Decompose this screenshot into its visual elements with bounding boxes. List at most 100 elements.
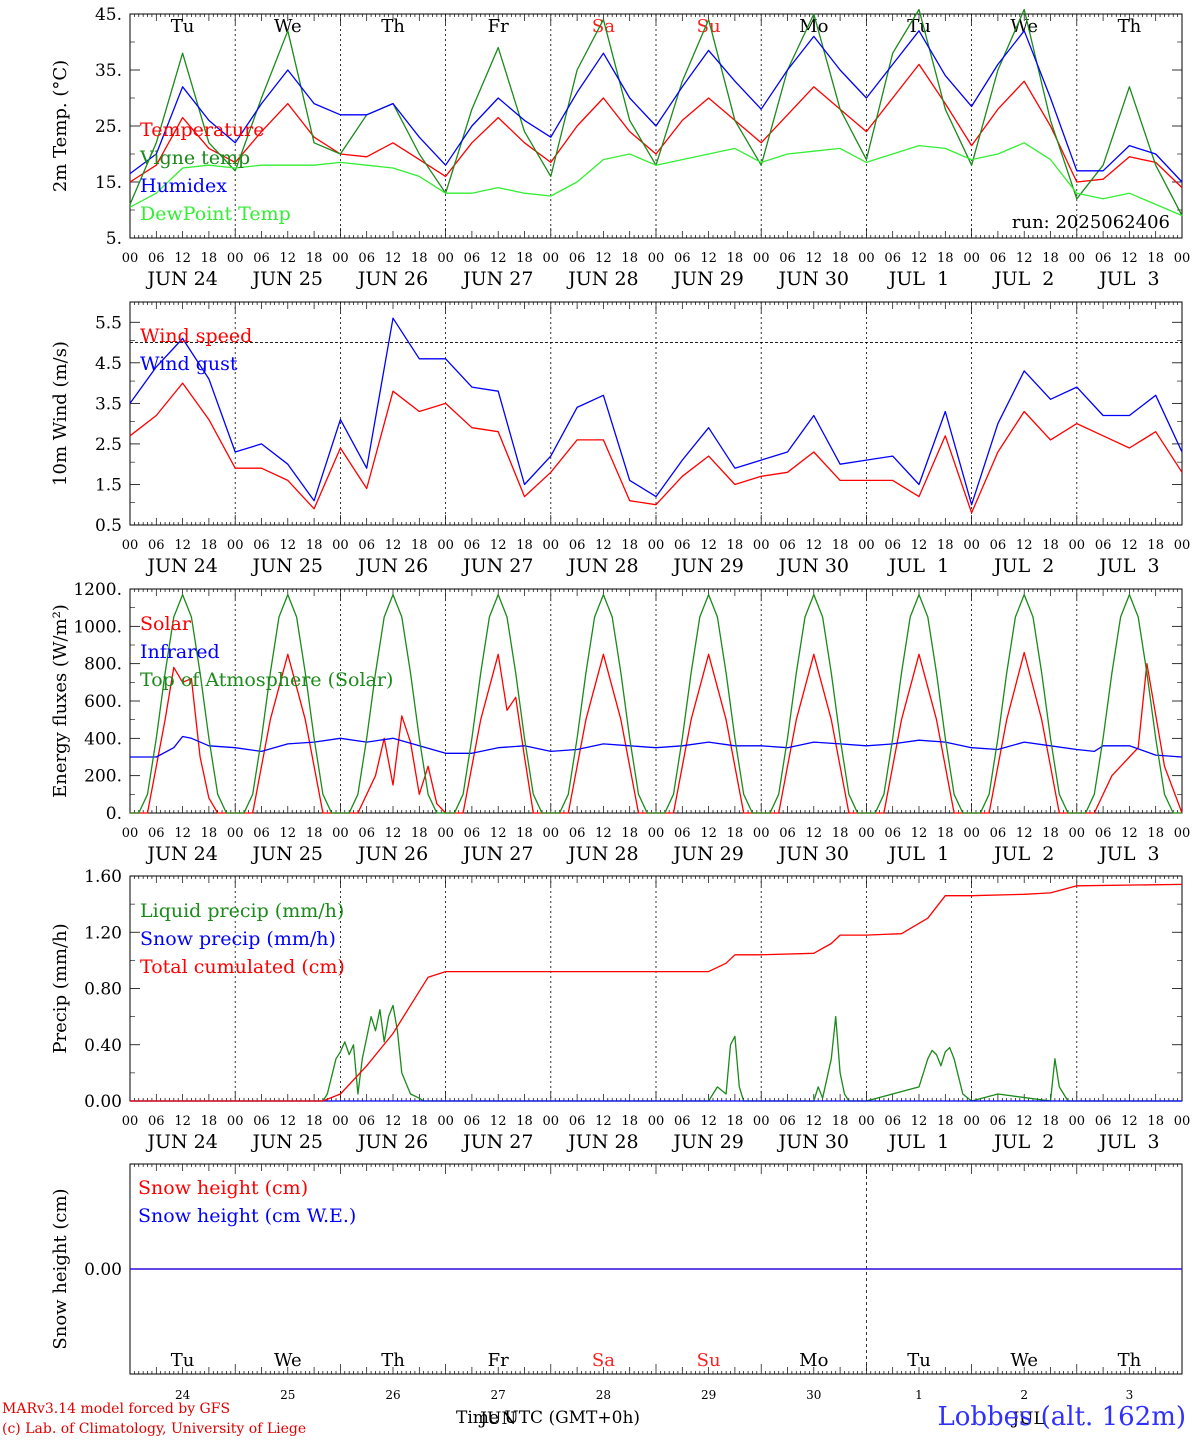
panel-2-hour-label: 06 (358, 538, 375, 553)
panel-4-date-label: JUL 1 (887, 1131, 949, 1153)
panel-4-hour-label: 00 (753, 1114, 770, 1129)
panel-5-legend-2: Snow height (cm W.E.) (138, 1205, 356, 1227)
panel-3-date-label: JUL 2 (992, 843, 1054, 865)
panel-1-hour-label: 06 (1095, 251, 1112, 266)
panel-1-hour-label: 12 (595, 251, 612, 266)
panel-2-date-label: JUL 1 (887, 555, 949, 577)
panel-2-hour-label: 06 (779, 538, 796, 553)
panel-3-hour-label: 06 (990, 826, 1007, 841)
panel-3-hour-label: 12 (174, 826, 191, 841)
panel-2-date-label: JUL 2 (992, 555, 1054, 577)
panel-4-hour-label: 06 (674, 1114, 691, 1129)
panel-3-date-label: JUN 30 (777, 843, 849, 865)
panel-4-series-line-1 (130, 1004, 1182, 1102)
panel-4-date-label: JUN 29 (671, 1131, 743, 1153)
panel-3-legend-2: Infrared (140, 641, 220, 663)
panel-3-y-tick-label: 0. (106, 804, 122, 824)
panel-4-y-tick-label: 1.20 (84, 923, 122, 943)
panel-1-hour-label: 06 (990, 251, 1007, 266)
panel-3-y-tick-label: 600. (84, 692, 122, 712)
panel-5-day-number: 25 (280, 1388, 295, 1402)
panel-5-day-number: 24 (175, 1388, 191, 1402)
panel-3-hour-label: 12 (806, 826, 823, 841)
panel-5-y-tick-label: 0.00 (84, 1260, 122, 1280)
panel-2-series-line-2 (129, 317, 1183, 506)
panel-4-hour-label: 18 (1147, 1114, 1164, 1129)
panel-4-hour-label: 00 (332, 1114, 349, 1129)
panel-5-weekday-label: Sa (592, 1350, 615, 1371)
panel-5-day-number: 30 (806, 1388, 821, 1402)
panel-4-hour-label: 18 (201, 1114, 218, 1129)
panel-1-hour-label: 06 (148, 251, 165, 266)
panel-5-legend-1: Snow height (cm) (138, 1177, 308, 1199)
panel-2-hour-label: 00 (332, 538, 349, 553)
panel-2-y-tick-label: 3.5 (95, 394, 122, 414)
panel-1-weekday-label: Mo (799, 16, 828, 37)
panel-4-hour-label: 18 (1042, 1114, 1059, 1129)
panel-3-hour-label: 06 (674, 826, 691, 841)
panel-5-day-number: 26 (385, 1388, 400, 1402)
panel-4-hour-label: 06 (884, 1114, 901, 1129)
panel-5-weekday-label: Mo (799, 1350, 828, 1371)
panel-2-date-label: JUN 24 (145, 555, 217, 577)
panel-1-weekday-label: We (274, 16, 302, 37)
panel-3-legend-1: Solar (140, 613, 192, 635)
panel-4-series-line-3 (130, 883, 1183, 1102)
panel-3-hour-label: 00 (122, 826, 139, 841)
panel-5-weekday-label: Fr (488, 1350, 509, 1371)
panel-2-hour-label: 18 (201, 538, 218, 553)
panel-2-date-label: JUN 30 (777, 555, 849, 577)
panel-3-hour-label: 18 (621, 826, 638, 841)
panel-4-hour-label: 12 (700, 1114, 717, 1129)
panel-4-date-label: JUN 26 (356, 1131, 428, 1153)
panel-4-date-label: JUN 28 (566, 1131, 638, 1153)
credit-line-2: (c) Lab. of Climatology, University of L… (2, 1421, 307, 1437)
panel-1-y-tick-label: 45. (95, 5, 122, 25)
panel-4-date-label: JUL 3 (1097, 1131, 1159, 1153)
panel-1-hour-label: 06 (253, 251, 270, 266)
panel-2-hour-label: 18 (1147, 538, 1164, 553)
panel-3-date-label: JUN 27 (461, 843, 533, 865)
panel-4-hour-label: 00 (648, 1114, 665, 1129)
panel-4-legend-2: Snow precip (mm/h) (140, 928, 336, 950)
panel-1-date-label: JUN 28 (566, 268, 638, 290)
panel-5-weekday-label: We (1010, 1350, 1038, 1371)
panel-4-hour-label: 00 (437, 1114, 454, 1129)
panel-1-hour-label: 12 (911, 251, 928, 266)
panel-2-series-line-1 (129, 382, 1183, 514)
panel-1-hour-label: 18 (201, 251, 218, 266)
panel-5-day-number: 27 (491, 1388, 506, 1402)
panel-3-hour-label: 12 (700, 826, 717, 841)
panel-2-hour-label: 00 (437, 538, 454, 553)
panel-3-series-line-1 (130, 651, 1183, 814)
panel-1-hour-label: 12 (280, 251, 297, 266)
panel-2-hour-label: 00 (227, 538, 244, 553)
panel-3-hour-label: 18 (411, 826, 428, 841)
panel-1-hour-label: 00 (963, 251, 980, 266)
panel-3-date-label: JUL 1 (887, 843, 949, 865)
panel-2-hour-label: 00 (1174, 538, 1191, 553)
panel-3-date-label: JUN 28 (566, 843, 638, 865)
panel-4-hour-label: 06 (779, 1114, 796, 1129)
panel-1-hour-label: 00 (1174, 251, 1191, 266)
panel-3-y-tick-label: 800. (84, 655, 122, 675)
panel-4-hour-label: 12 (490, 1114, 507, 1129)
panel-3-y-tick-label: 200. (84, 767, 122, 787)
panel-3-hour-label: 06 (884, 826, 901, 841)
panel-4-hour-label: 06 (569, 1114, 586, 1129)
panel-4-hour-label: 00 (543, 1114, 560, 1129)
panel-2-hour-label: 18 (621, 538, 638, 553)
panel-1-hour-label: 00 (227, 251, 244, 266)
panel-2-hour-label: 12 (911, 538, 928, 553)
panel-3-hour-label: 18 (832, 826, 849, 841)
panel-4-hour-label: 00 (122, 1114, 139, 1129)
panel-2-hour-label: 12 (806, 538, 823, 553)
panel-4-hour-label: 06 (358, 1114, 375, 1129)
panel-1-hour-label: 12 (385, 251, 402, 266)
panel-1-y-axis-label: 2m Temp. (°C) (50, 60, 71, 192)
panel-3-legend-3: Top of Atmosphere (Solar) (140, 669, 393, 691)
panel-4-hour-label: 18 (727, 1114, 744, 1129)
panel-4-hour-label: 06 (990, 1114, 1007, 1129)
panel-2-legend-2: Wind gust (140, 353, 238, 375)
panel-3-hour-label: 12 (1121, 826, 1138, 841)
